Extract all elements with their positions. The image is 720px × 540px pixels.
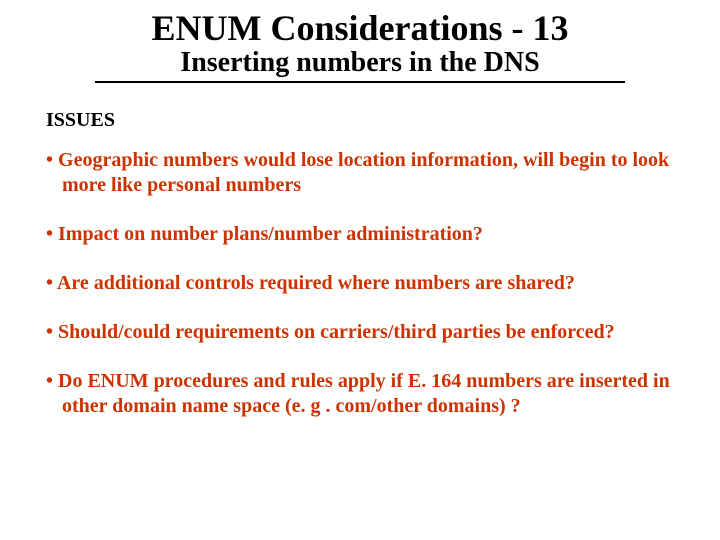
bullet-marker: • (46, 321, 58, 343)
list-item: • Are additional controls required where… (46, 271, 680, 296)
list-item: • Do ENUM procedures and rules apply if … (46, 369, 680, 419)
list-item: • Geographic numbers would lose location… (46, 148, 680, 198)
slide-title: ENUM Considerations - 13 (40, 10, 680, 48)
list-item: • Should/could requirements on carriers/… (46, 320, 680, 345)
bullet-marker: • (46, 149, 58, 171)
slide-subtitle: Inserting numbers in the DNS (95, 48, 625, 83)
bullet-text: Do ENUM procedures and rules apply if E.… (53, 370, 670, 417)
bullet-list: • Geographic numbers would lose location… (46, 148, 680, 419)
bullet-text: Should/could requirements on carriers/th… (58, 321, 615, 343)
bullet-marker: • (46, 370, 53, 392)
bullet-marker: • (46, 223, 58, 245)
list-item: • Impact on number plans/number administ… (46, 222, 680, 247)
bullet-text: Impact on number plans/number administra… (58, 223, 483, 245)
bullet-text: Geographic numbers would lose location i… (58, 149, 669, 196)
bullet-marker: • (46, 272, 57, 294)
bullet-text: Are additional controls required where n… (57, 272, 575, 294)
slide-container: ENUM Considerations - 13 Inserting numbe… (0, 0, 720, 540)
issues-heading: ISSUES (46, 109, 680, 132)
